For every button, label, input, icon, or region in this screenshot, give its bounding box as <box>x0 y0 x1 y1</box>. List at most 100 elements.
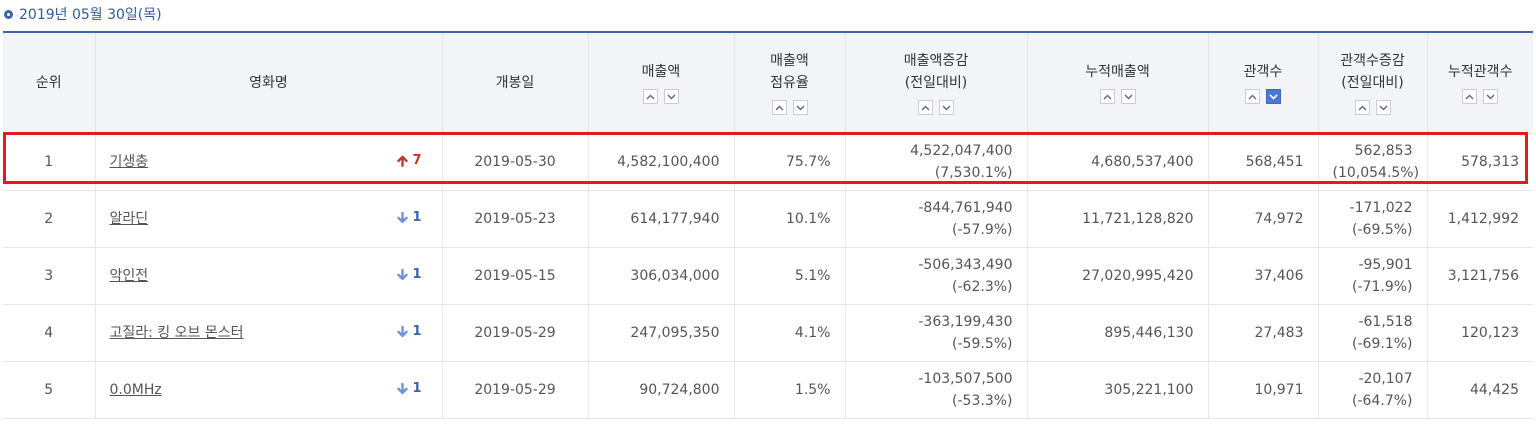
table-row: 4 고질라: 킹 오브 몬스터 1 2019-05-29 247,095,350… <box>3 304 1533 362</box>
aud-diff: -61,518 <box>1358 313 1413 330</box>
col-audience: 관객수 <box>1207 31 1318 134</box>
sales-cell: 614,177,940 <box>587 190 734 248</box>
cum-audience-cell: 3,121,756 <box>1426 247 1533 305</box>
sales-diff-pct: (-57.9%) <box>952 221 1013 238</box>
rank-cell: 5 <box>3 361 95 419</box>
movie-title-link[interactable]: 기생충 <box>109 153 149 170</box>
date-heading: 2019년 05월 30일(목) <box>4 4 162 24</box>
cum-audience-cell: 578,313 <box>1426 133 1533 191</box>
release-date-cell: 2019-05-29 <box>441 304 588 362</box>
sales-diff-pct: (7,530.1%) <box>934 164 1013 181</box>
sales-change-cell: -103,507,500 (-53.3%) <box>844 361 1027 419</box>
rank-change: 7 <box>397 149 422 171</box>
cum-audience-cell: 120,123 <box>1426 304 1533 362</box>
title-cell: 알라딘 1 <box>94 190 442 248</box>
sales-diff: -506,343,490 <box>918 256 1013 273</box>
movie-title-link[interactable]: 악인전 <box>109 267 149 284</box>
aud-diff: -95,901 <box>1358 256 1413 273</box>
col-aud-change-label-2: (전일대비) <box>1341 75 1404 92</box>
release-date-cell: 2019-05-23 <box>441 190 588 248</box>
arrow-down-icon <box>397 382 409 394</box>
sales-diff-pct: (-53.3%) <box>952 392 1013 409</box>
sort-asc-button[interactable] <box>1354 100 1370 116</box>
rank-change: 1 <box>397 263 422 285</box>
col-sales: 매출액 <box>587 31 734 134</box>
rank-change-value: 1 <box>412 266 422 282</box>
movie-title-link[interactable]: 0.0MHz <box>109 381 162 398</box>
col-share-label-2: 점유율 <box>770 75 809 92</box>
col-share: 매출액 점유율 <box>733 31 845 134</box>
sales-cell: 90,724,800 <box>587 361 734 419</box>
audience-change-cell: -171,022 (-69.5%) <box>1317 190 1427 248</box>
movie-title-link[interactable]: 알라딘 <box>109 210 149 227</box>
title-cell: 기생충 7 <box>94 133 442 191</box>
title-cell: 악인전 1 <box>94 247 442 305</box>
release-date-cell: 2019-05-30 <box>441 133 588 191</box>
chevron-up-icon <box>1248 94 1257 100</box>
box-office-table: 순위 영화명 개봉일 매출액 매출액 점유율 매출액증감 (전일대 <box>3 31 1533 419</box>
sales-change-cell: 4,522,047,400 (7,530.1%) <box>844 133 1027 191</box>
table-row: 5 0.0MHz 1 2019-05-29 90,724,800 1.5% -1… <box>3 361 1533 419</box>
aud-diff: -20,107 <box>1358 370 1413 387</box>
sales-diff: -103,507,500 <box>918 370 1013 387</box>
chevron-down-icon <box>1269 94 1278 100</box>
sort-asc-button[interactable] <box>1099 89 1115 105</box>
aud-diff-pct: (10,054.5%) <box>1332 164 1420 181</box>
aud-diff: -171,022 <box>1349 199 1413 216</box>
sort-desc-button-active[interactable] <box>1266 89 1281 105</box>
share-cell: 5.1% <box>733 247 845 305</box>
chevron-down-icon <box>1379 105 1387 111</box>
share-cell: 10.1% <box>733 190 845 248</box>
aud-diff-pct: (-64.7%) <box>1352 392 1413 409</box>
sort-desc-button[interactable] <box>664 89 679 105</box>
audience-change-cell: -61,518 (-69.1%) <box>1317 304 1427 362</box>
sort-desc-button[interactable] <box>1375 100 1391 116</box>
release-date-cell: 2019-05-15 <box>441 247 588 305</box>
audience-change-cell: -20,107 (-64.7%) <box>1317 361 1427 419</box>
col-sales-label: 매출액 <box>641 64 681 81</box>
cum-sales-cell: 305,221,100 <box>1026 361 1208 419</box>
sales-cell: 4,582,100,400 <box>587 133 734 191</box>
rank-change-value: 1 <box>412 380 422 396</box>
share-cell: 75.7% <box>733 133 845 191</box>
sort-asc-button[interactable] <box>1245 89 1260 105</box>
sales-diff-pct: (-59.5%) <box>952 335 1013 352</box>
sort-asc-button[interactable] <box>643 89 658 105</box>
col-sales-change: 매출액증감 (전일대비) <box>844 31 1027 134</box>
aud-diff-pct: (-71.9%) <box>1352 278 1413 295</box>
sales-diff: 4,522,047,400 <box>910 142 1013 159</box>
table-row: 1 기생충 7 2019-05-30 4,582,100,400 75.7% 4… <box>3 133 1533 191</box>
chevron-up-icon <box>646 94 655 100</box>
audience-cell: 568,451 <box>1207 133 1318 191</box>
col-release-date: 개봉일 <box>441 31 588 134</box>
sales-cell: 306,034,000 <box>587 247 734 305</box>
table-header-row: 순위 영화명 개봉일 매출액 매출액 점유율 매출액증감 (전일대 <box>3 31 1533 134</box>
sort-controls <box>589 89 734 105</box>
arrow-down-icon <box>397 211 409 223</box>
cum-sales-cell: 11,721,128,820 <box>1026 190 1208 248</box>
sort-desc-button[interactable] <box>1483 89 1499 105</box>
sort-asc-button[interactable] <box>771 100 787 116</box>
col-audience-label: 관객수 <box>1243 64 1283 81</box>
sort-asc-button[interactable] <box>1462 89 1478 105</box>
rank-cell: 1 <box>3 133 95 191</box>
sort-controls <box>1319 100 1427 116</box>
sort-desc-button[interactable] <box>1120 89 1136 105</box>
chevron-up-icon <box>1465 94 1474 100</box>
movie-title-link[interactable]: 고질라: 킹 오브 몬스터 <box>109 324 244 341</box>
date-text: 2019년 05월 30일(목) <box>19 7 162 23</box>
table-row: 3 악인전 1 2019-05-15 306,034,000 5.1% -506… <box>3 247 1533 305</box>
col-share-label-1: 매출액 <box>770 53 809 70</box>
circle-bullet-icon <box>4 9 13 19</box>
sort-desc-button[interactable] <box>792 100 808 116</box>
sales-change-cell: -506,343,490 (-62.3%) <box>844 247 1027 305</box>
audience-cell: 74,972 <box>1207 190 1318 248</box>
rank-change-value: 7 <box>412 152 422 168</box>
chevron-down-icon <box>796 105 804 111</box>
sort-desc-button[interactable] <box>939 100 954 116</box>
audience-change-cell: 562,853 (10,054.5%) <box>1317 133 1427 191</box>
rank-change-value: 1 <box>412 323 422 339</box>
sort-asc-button[interactable] <box>918 100 933 116</box>
sales-diff: -844,761,940 <box>918 199 1013 216</box>
sort-controls <box>1028 89 1208 105</box>
